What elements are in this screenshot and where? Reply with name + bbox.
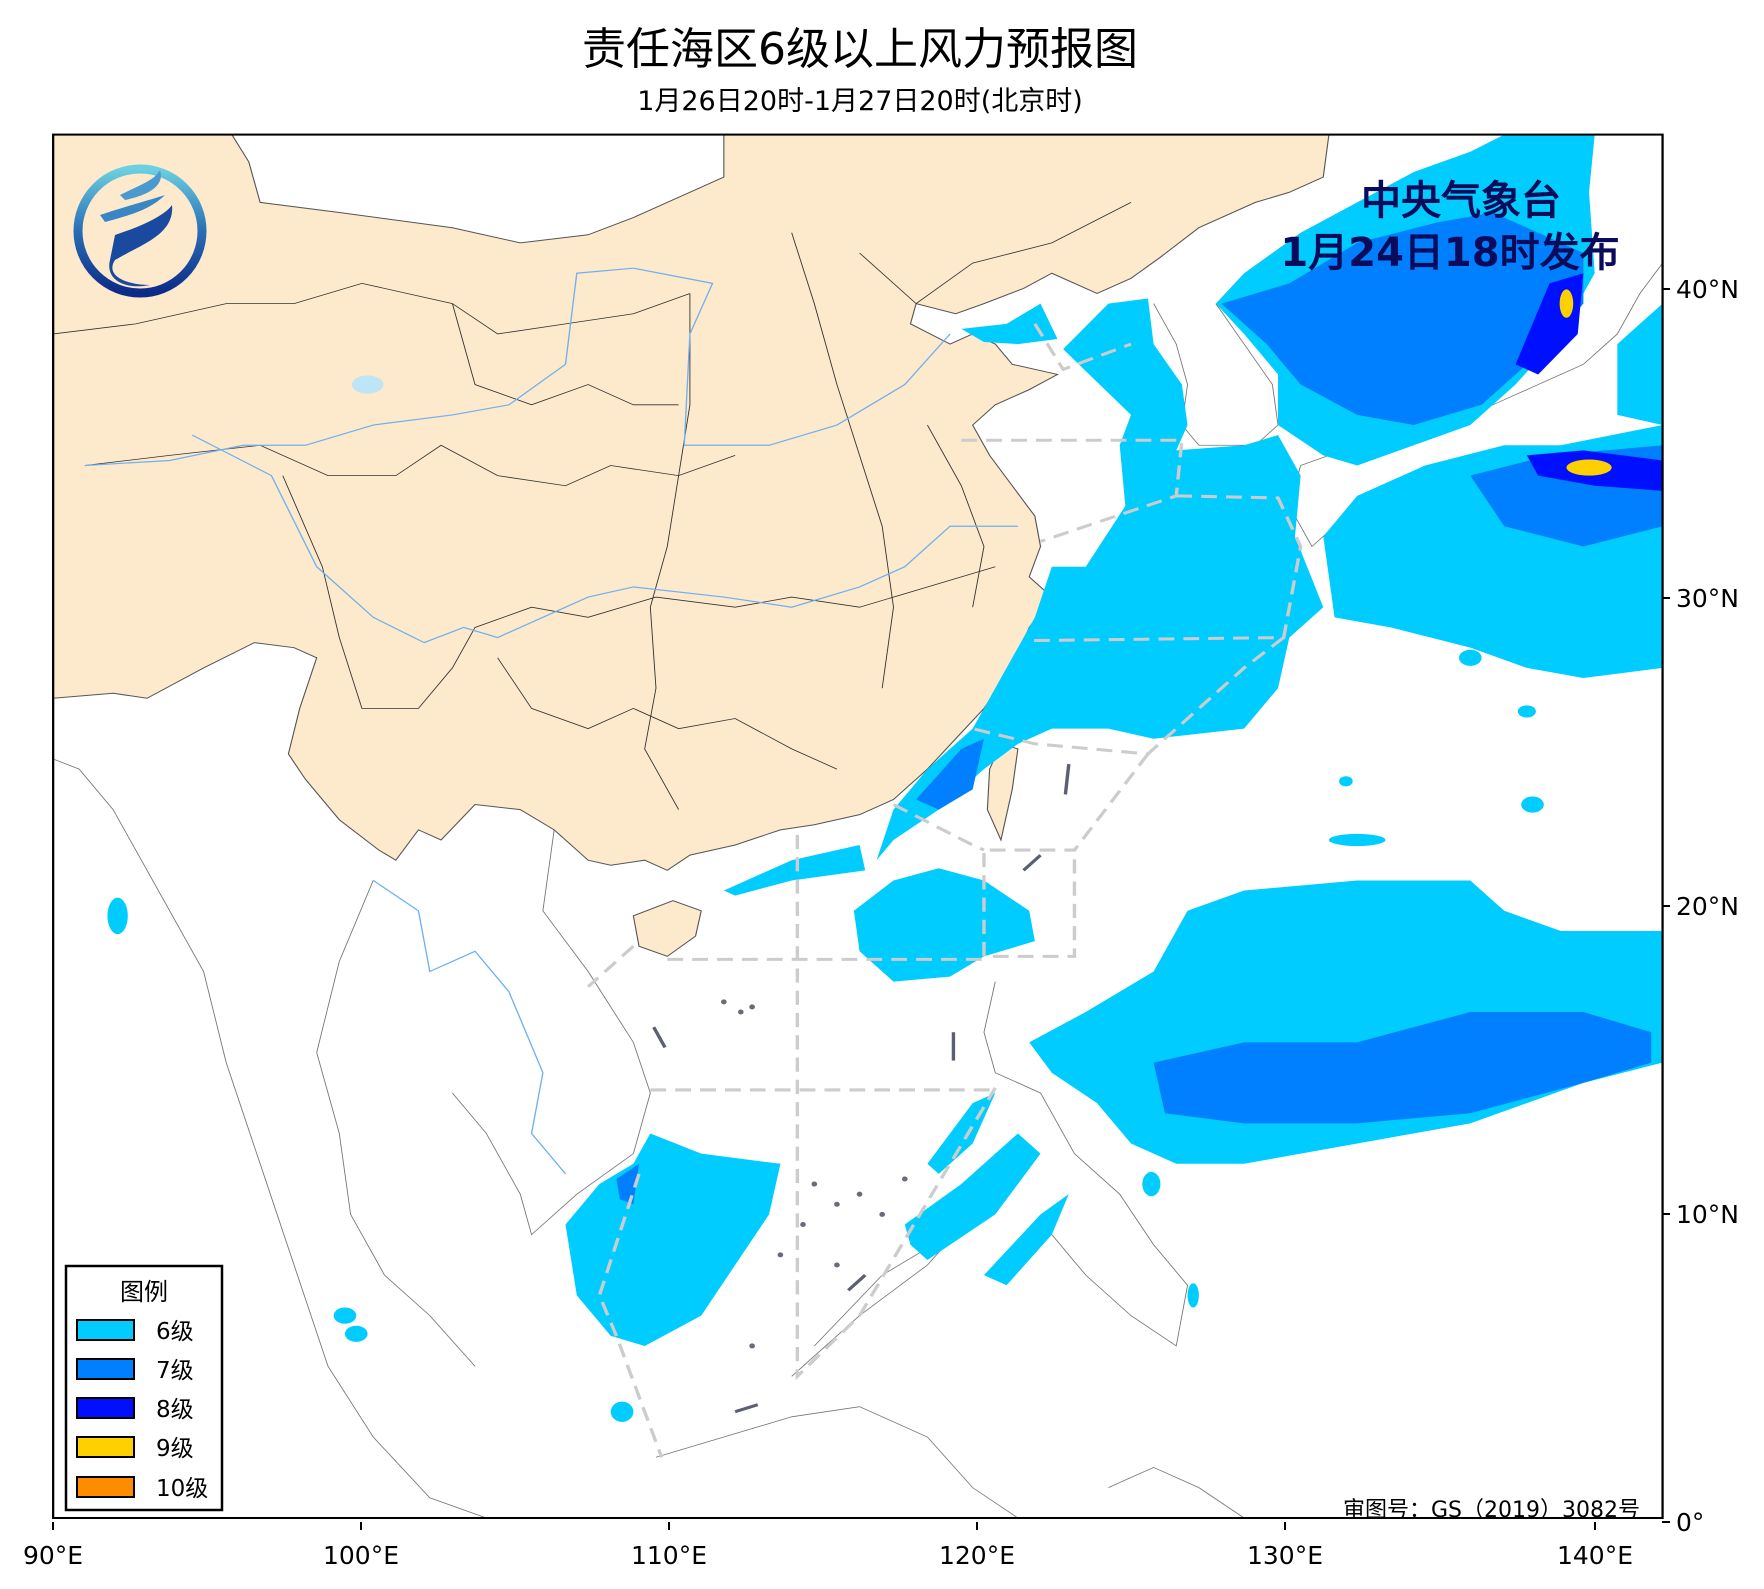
x-tick-label: 120°E	[939, 1541, 1015, 1570]
legend: 图例 6级 7级 8级 9级 10级	[64, 1264, 224, 1512]
province-borders	[53, 202, 1132, 810]
legend-label: 7级	[156, 1358, 194, 1384]
x-tick-label: 100°E	[323, 1541, 399, 1570]
legend-title: 图例	[120, 1278, 168, 1306]
y-tick-label: 40°N	[1676, 275, 1739, 304]
wind-level-9-areas	[1559, 289, 1612, 476]
rivers	[84, 267, 1018, 1175]
legend-label: 9级	[156, 1436, 194, 1462]
hainan-island	[632, 900, 702, 957]
map-approval-number: 审图号：GS（2019）3082号	[1343, 1498, 1640, 1523]
legend-label: 8级	[156, 1397, 194, 1423]
qinghai-lake	[351, 375, 384, 394]
legend-item-6: 6级	[76, 1319, 194, 1345]
legend-label: 10级	[156, 1476, 208, 1502]
legend-label: 6级	[156, 1319, 194, 1345]
map-frame	[52, 133, 1664, 1520]
reef-marks	[721, 999, 908, 1349]
y-tick-label: 20°N	[1676, 892, 1739, 921]
legend-item-9: 9级	[76, 1436, 194, 1462]
map-title: 责任海区6级以上风力预报图	[582, 24, 1138, 75]
nine-dash-segments	[652, 763, 1071, 1414]
y-tick-label: 30°N	[1676, 584, 1739, 613]
issue-time: 1月24日18时发布	[1280, 230, 1619, 276]
x-tick-label: 140°E	[1557, 1541, 1633, 1570]
x-tick-label: 130°E	[1247, 1541, 1323, 1570]
x-axis	[52, 1522, 1596, 1530]
taiwan-island	[986, 743, 1019, 842]
y-tick-label: 0°	[1676, 1508, 1704, 1537]
legend-item-10: 10级	[76, 1476, 208, 1502]
china-land	[53, 134, 1330, 871]
sea-zone-boundaries	[586, 323, 1303, 1458]
cma-logo-icon	[73, 164, 207, 298]
legend-item-8: 8级	[76, 1397, 194, 1423]
legend-item-7: 7级	[76, 1358, 194, 1384]
map-subtitle: 1月26日20时-1月27日20时(北京时)	[637, 86, 1083, 117]
issuer-name: 中央气象台	[1361, 178, 1561, 224]
x-tick-label: 110°E	[631, 1541, 707, 1570]
y-tick-label: 10°N	[1676, 1200, 1739, 1229]
x-tick-label: 90°E	[23, 1541, 83, 1570]
y-axis	[1662, 288, 1670, 1523]
